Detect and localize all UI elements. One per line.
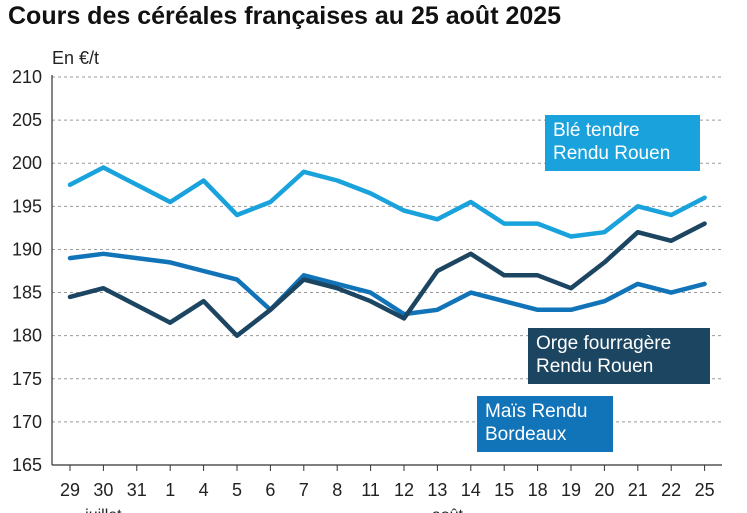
y-tick-label: 195 [12,196,42,216]
x-tick-label: 7 [299,480,309,500]
x-tick-label: 21 [628,480,648,500]
x-tick-label: 19 [561,480,581,500]
x-tick-label: 31 [127,480,147,500]
legend-label-line: Maïs Rendu [485,401,588,422]
y-tick-label: 165 [12,455,42,475]
x-tick-label: 22 [661,480,681,500]
x-tick-label: 4 [199,480,209,500]
x-tick-label: 29 [60,480,80,500]
y-axis-unit-label: En €/t [52,48,100,68]
x-tick-label: 20 [594,480,614,500]
x-month-label: juillet [84,507,122,513]
legend-label-line: Bordeaux [485,424,567,445]
x-tick-label: 25 [695,480,715,500]
y-tick-label: 190 [12,239,42,259]
x-tick-label: 5 [232,480,242,500]
y-tick-label: 180 [12,326,42,346]
y-tick-label: 170 [12,412,42,432]
x-tick-label: 18 [528,480,548,500]
x-tick-label: 30 [93,480,113,500]
x-tick-label: 8 [332,480,342,500]
legend-label-ble: Blé tendre Rendu Rouen [545,115,700,171]
series-line-1 [67,221,707,338]
legend-label-orge: Orge fourragère Rendu Rouen [528,328,710,384]
y-tick-label: 200 [12,153,42,173]
x-month-label: août [432,507,464,513]
y-tick-label: 185 [12,283,42,303]
y-tick-label: 175 [12,369,42,389]
legend-label-line: Orge fourragère [536,333,672,354]
x-tick-label: 13 [427,480,447,500]
x-tick-label: 11 [361,480,380,500]
x-tick-label: 1 [165,480,175,500]
legend-label-line: Rendu Rouen [536,356,654,377]
x-tick-label: 15 [494,480,514,500]
x-tick-label: 6 [265,480,275,500]
series-line-2 [67,251,707,317]
chart-title: Cours des céréales françaises au 25 août… [8,2,562,30]
y-tick-label: 205 [12,110,42,130]
legend-label-mais: Maïs Rendu Bordeaux [477,396,613,452]
series-line-0 [67,165,707,239]
legend-label-line: Rendu Rouen [553,143,671,164]
y-tick-label: 210 [12,67,42,87]
legend-label-line: Blé tendre [553,120,640,141]
x-tick-label: 14 [461,480,481,500]
x-tick-label: 12 [394,480,414,500]
